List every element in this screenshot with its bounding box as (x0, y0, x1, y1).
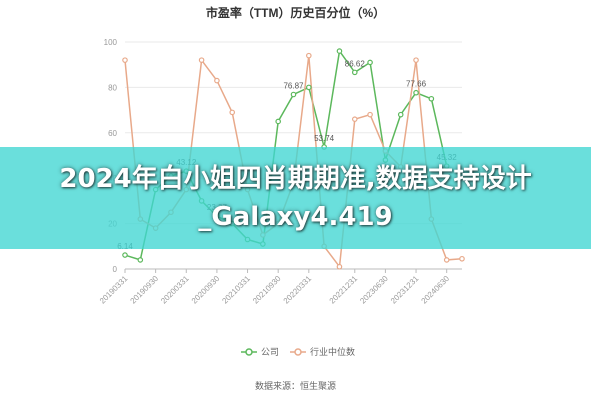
data-label: 86.62 (345, 59, 366, 68)
series-1-point (413, 57, 419, 63)
x-tick-label: 20231231 (389, 274, 421, 306)
y-tick-label: 80 (108, 83, 117, 92)
x-tick-label: 20190331 (98, 274, 130, 306)
series-0-point (428, 95, 435, 102)
overlay-banner (0, 147, 591, 249)
series-1-point (459, 255, 465, 262)
series-0-point (137, 257, 144, 263)
x-tick-label: 20230630 (358, 274, 390, 306)
series-1-point (198, 57, 205, 63)
data-source: 数据来源：恒生聚源 (254, 381, 336, 391)
x-tick-label: 20210930 (251, 274, 283, 306)
x-tick-label: 20200331 (159, 274, 191, 306)
series-0-point (122, 252, 128, 258)
legend-item-company[interactable]: 公司 (241, 345, 279, 358)
series-0-point (306, 84, 312, 91)
series-0-point (413, 89, 419, 96)
y-tick-label: 100 (104, 38, 118, 47)
data-label: 76.87 (283, 82, 304, 91)
series-0-point (397, 111, 404, 118)
series-0-point (351, 69, 358, 76)
y-tick-label: 60 (108, 129, 117, 138)
legend-item-industry-median[interactable]: 行业中位数 (290, 345, 355, 358)
series-0-point (367, 59, 373, 66)
x-tick-label: 20200930 (190, 274, 222, 306)
series-1-point (306, 52, 312, 59)
series-1-point (443, 257, 450, 263)
series-1-point (336, 263, 343, 270)
legend-company-marker-icon (241, 347, 257, 356)
series-1-point (122, 57, 128, 63)
overlay-title: 2024年白小姐四肖期期准,数据支持设计_Galaxy4.419 (59, 164, 532, 232)
x-tick-label: 20190930 (129, 274, 161, 306)
x-tick-label: 20220331 (282, 274, 314, 306)
x-tick-label: 20210331 (220, 274, 252, 306)
series-0-point (336, 48, 343, 54)
series-1-point (351, 116, 358, 122)
series-1-point (229, 109, 236, 116)
x-tick-label: 20221231 (328, 274, 360, 306)
legend-company-label: 公司 (261, 347, 280, 357)
data-label: 77.66 (406, 80, 427, 89)
series-0-point (275, 118, 281, 125)
chart-title: 市盈率（TTM）历史百分位（%） (205, 6, 386, 20)
legend-industry-label: 行业中位数 (310, 347, 356, 357)
series-0-point (290, 91, 297, 98)
legend-industry-marker-icon (290, 347, 306, 356)
data-label: 53.74 (314, 134, 335, 143)
x-tick-label: 20240630 (420, 274, 452, 306)
series-1-point (367, 111, 373, 118)
series-1-point (214, 77, 220, 84)
y-tick-label: 0 (113, 265, 118, 274)
